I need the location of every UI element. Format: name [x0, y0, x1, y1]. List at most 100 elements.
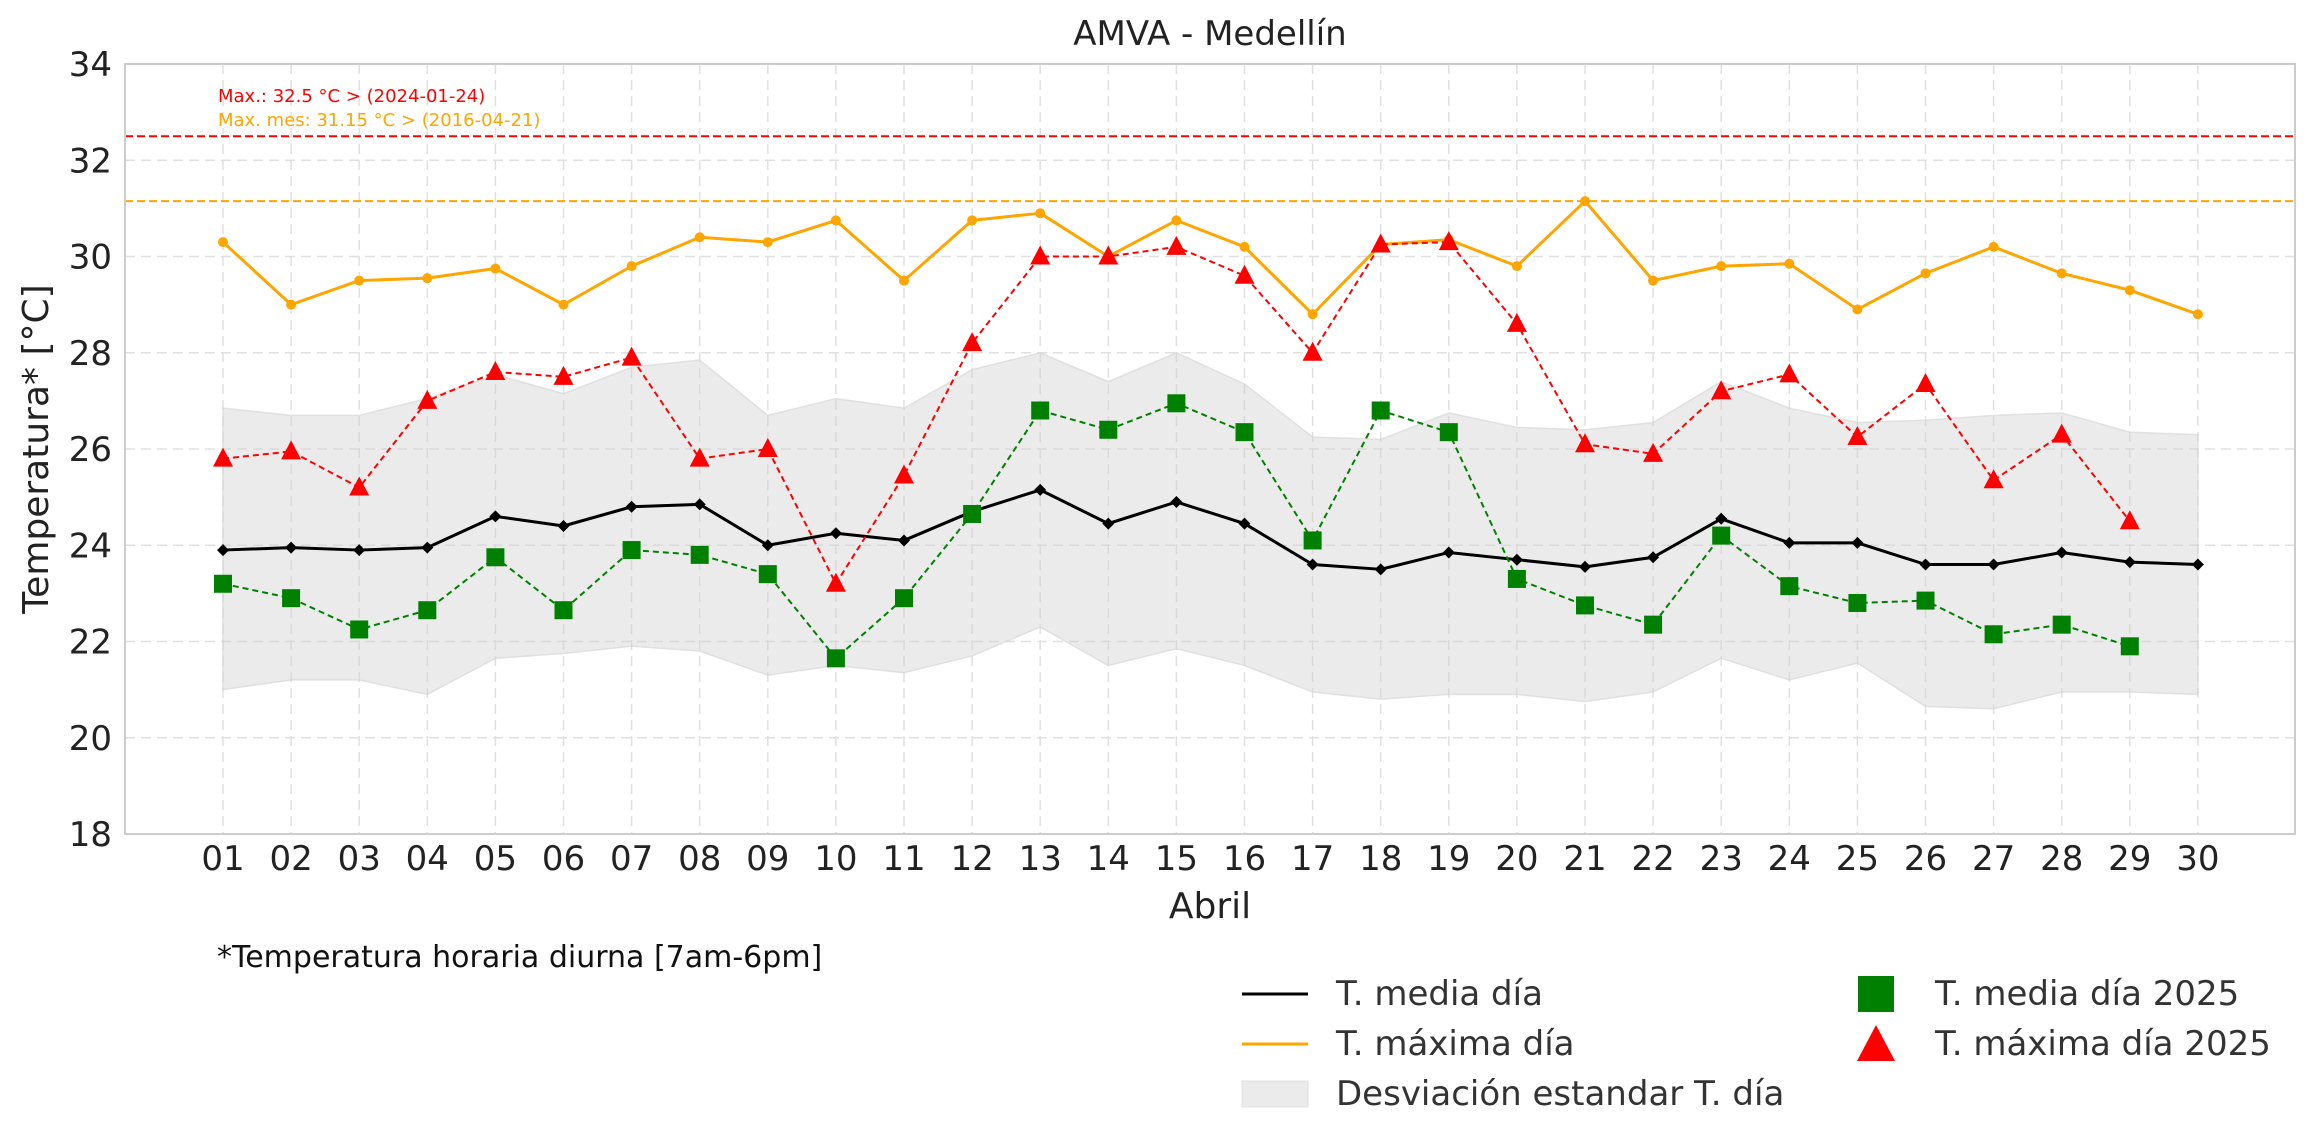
data-point	[1983, 469, 2004, 489]
y-tick-label: 32	[69, 141, 112, 181]
x-tick-label: 08	[678, 839, 721, 879]
data-point	[1511, 261, 1522, 272]
data-point	[626, 261, 637, 272]
data-point	[418, 601, 437, 620]
x-tick-label: 13	[1019, 839, 1062, 879]
data-point	[1035, 208, 1046, 219]
data-point	[2191, 558, 2204, 571]
data-point	[281, 440, 302, 460]
data-point	[1916, 591, 1935, 610]
series-0	[217, 483, 2204, 576]
reference-line-label: Max.: 32.5 °C > (2024-01-24)	[218, 86, 485, 107]
data-point	[1711, 380, 1732, 400]
data-point	[1303, 531, 1322, 550]
data-point	[1030, 245, 1051, 265]
x-axis-label: Abril	[1169, 886, 1251, 927]
data-point	[1919, 558, 1932, 571]
data-point	[1442, 546, 1455, 559]
data-point	[2123, 556, 2136, 569]
x-tick-label: 14	[1087, 839, 1130, 879]
data-point	[354, 275, 365, 286]
y-tick-label: 22	[69, 623, 112, 663]
data-point	[1852, 304, 1863, 315]
data-point	[2051, 423, 2072, 443]
data-point	[1851, 536, 1864, 549]
x-tick-label: 27	[1972, 839, 2015, 879]
data-point	[486, 548, 505, 567]
data-point	[1988, 241, 1999, 252]
data-point	[1716, 261, 1727, 272]
data-point	[962, 332, 983, 352]
data-point	[558, 299, 569, 310]
x-tick-label: 16	[1223, 839, 1266, 879]
data-point	[1643, 442, 1664, 462]
data-point	[1098, 245, 1119, 265]
data-point	[622, 541, 641, 560]
y-tick-label: 20	[69, 719, 112, 759]
data-point	[1235, 423, 1254, 442]
x-tick-label: 09	[746, 839, 789, 879]
legend-media-label: T. media día	[1336, 974, 1543, 1014]
data-point	[1238, 517, 1251, 530]
data-point	[1371, 401, 1390, 420]
x-tick-label: 26	[1904, 839, 1947, 879]
data-point	[829, 527, 842, 540]
data-point	[1439, 423, 1458, 442]
data-point	[2052, 615, 2071, 634]
data-point	[1575, 433, 1595, 453]
data-point	[693, 498, 706, 511]
data-point	[1712, 526, 1731, 545]
legend-band-swatch-icon	[1241, 1080, 1309, 1108]
data-point	[1920, 268, 1931, 279]
x-tick-label: 22	[1631, 839, 1674, 879]
data-point	[2055, 546, 2068, 559]
data-point	[1915, 373, 1936, 393]
data-point	[690, 545, 709, 564]
data-point	[1987, 558, 2000, 571]
data-point	[621, 346, 642, 366]
data-point	[899, 275, 909, 286]
legend-maxima2025-label: T. máxima día 2025	[1935, 1024, 2271, 1064]
data-point	[217, 544, 229, 557]
data-point	[349, 476, 370, 496]
x-tick-label: 15	[1155, 839, 1198, 879]
series	[213, 196, 2204, 668]
series-3	[213, 231, 2140, 592]
data-point	[1783, 536, 1796, 549]
data-point	[1370, 233, 1391, 253]
data-point	[2124, 285, 2135, 296]
data-point	[1648, 275, 1659, 286]
grid	[125, 63, 2295, 835]
data-point	[1647, 551, 1660, 564]
x-tick-label: 20	[1495, 839, 1538, 879]
data-point	[967, 215, 978, 226]
data-point	[1510, 553, 1523, 566]
x-tick-label: 01	[201, 839, 244, 879]
x-tick-label: 25	[1836, 839, 1879, 879]
data-point	[489, 510, 502, 523]
chart-title: AMVA - Medellín	[1073, 14, 1346, 54]
reference-line-label: Max. mes: 31.15 °C > (2016-04-21)	[218, 110, 540, 131]
data-point	[895, 589, 913, 608]
ticks: 18 20 22 24 26 28 30 32 34 01 02 03 04 05 06 07 08 09 10 11…	[69, 45, 2220, 879]
reference-lines: Max.: 32.5 °C > (2024-01-24) Max. mes: 31…	[125, 86, 2295, 203]
data-point	[758, 565, 777, 584]
legend-media2025-label: T. media día 2025	[1935, 974, 2240, 1014]
data-point	[2192, 309, 2203, 320]
x-tick-label: 11	[882, 839, 925, 879]
data-point	[1779, 363, 1800, 383]
footnote: *Temperatura horaria diurna [7am-6pm]	[217, 940, 823, 975]
data-point	[2119, 510, 2140, 530]
plot-frame	[124, 63, 2296, 835]
data-point	[286, 299, 297, 310]
data-point	[1580, 196, 1590, 207]
data-point	[421, 541, 434, 554]
x-tick-label: 03	[338, 839, 381, 879]
series-1	[218, 196, 2203, 320]
series-line	[222, 488, 2198, 571]
legend-line-black-icon	[1242, 992, 1308, 996]
data-point	[1848, 594, 1867, 612]
data-point	[1847, 425, 1868, 445]
data-point	[1307, 309, 1318, 320]
data-point	[830, 215, 841, 226]
